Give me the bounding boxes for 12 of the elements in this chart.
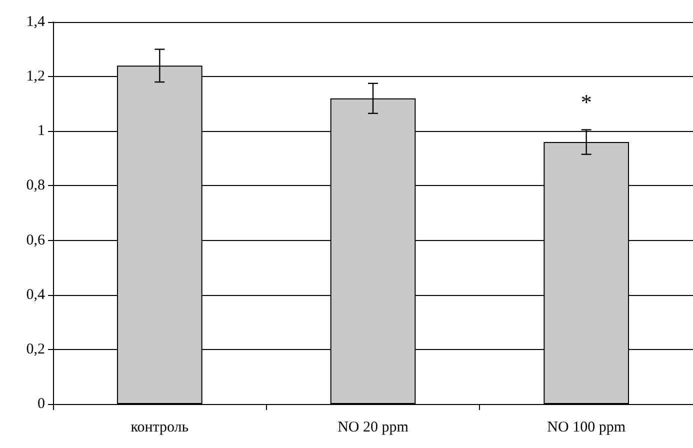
y-tick-label: 1,4 [26, 14, 46, 30]
x-tick-label: NO 100 ppm [547, 420, 626, 436]
y-tick-label: 1 [38, 123, 45, 140]
y-tick-label: 1,2 [26, 68, 45, 85]
y-tick-label: 0,2 [26, 341, 45, 358]
annotation: * [580, 89, 592, 114]
y-tick-label: 0,6 [26, 232, 46, 248]
x-tick-label: контроль [130, 420, 189, 436]
y-tick-label: 0,8 [26, 178, 45, 194]
y-tick-label: 0,4 [26, 286, 46, 303]
x-tick-label: NO 20 ppm [338, 420, 409, 436]
y-tick-label: 0 [38, 396, 45, 412]
